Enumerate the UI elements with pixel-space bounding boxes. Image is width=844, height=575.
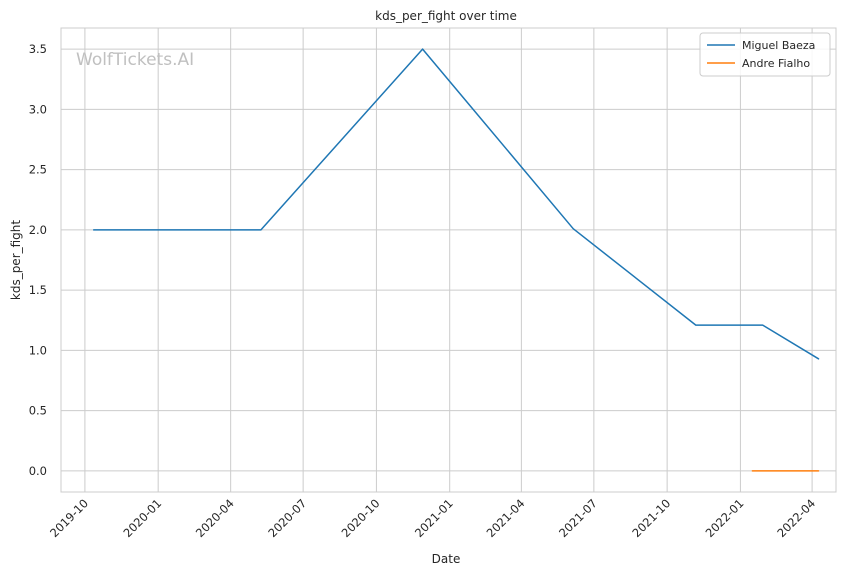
- y-tick-label: 1.0: [29, 343, 47, 357]
- legend-box: [699, 32, 831, 77]
- y-tick-label: 3.5: [29, 42, 47, 56]
- y-tick-label: 2.5: [29, 163, 47, 177]
- x-axis-title: Date: [432, 552, 461, 566]
- y-tick-label: 0.0: [29, 464, 47, 478]
- legend-label: Andre Fialho: [742, 57, 810, 70]
- legend-label: Miguel Baeza: [742, 39, 815, 52]
- x-tick-label: 2022-04: [774, 496, 818, 540]
- grid-lines: [61, 28, 836, 492]
- plot-area: [60, 27, 837, 493]
- chart-title: kds_per_fight over time: [375, 9, 517, 23]
- x-tick-labels: 2019-10 2020-01 2020-04 2020-07 2020-10 2021-…: [47, 496, 818, 540]
- x-tick-label: 2021-04: [484, 496, 528, 540]
- x-tick-label: 2021-01: [412, 496, 456, 540]
- x-tick-label: 2020-04: [193, 496, 237, 540]
- y-tick-labels: 0.0 0.5 1.0 1.5 2.0 2.5 3.0 3.5: [29, 42, 47, 478]
- series-layer: [92, 48, 820, 472]
- legend: Miguel Baeza Andre Fialho: [699, 32, 831, 77]
- watermark: WolfTickets.AI: [76, 50, 194, 70]
- y-tick-label: 0.5: [29, 404, 47, 418]
- series-line: [92, 48, 820, 360]
- x-tick-label: 2020-07: [265, 496, 309, 540]
- x-tick-label: 2020-10: [339, 496, 383, 540]
- y-tick-label: 1.5: [29, 283, 47, 297]
- x-tick-label: 2020-01: [120, 496, 164, 540]
- x-tick-label: 2022-01: [703, 496, 747, 540]
- x-tick-label: 2019-10: [47, 496, 91, 540]
- x-tick-label: 2021-07: [556, 496, 600, 540]
- x-tick-label: 2021-10: [629, 496, 673, 540]
- y-tick-label: 2.0: [29, 223, 47, 237]
- y-axis-title: kds_per_fight: [9, 220, 23, 301]
- y-tick-label: 3.0: [29, 102, 47, 116]
